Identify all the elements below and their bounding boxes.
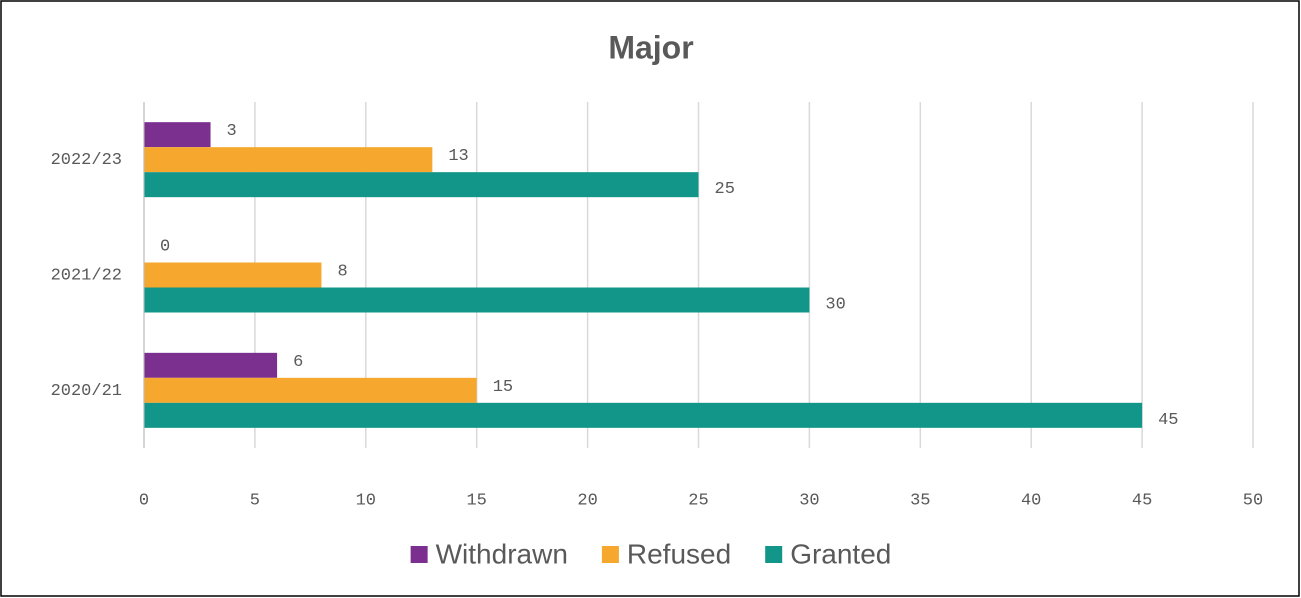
y-tick-label: 2022/23 [51, 151, 122, 170]
bar [144, 377, 477, 403]
y-tick-label: 2021/22 [51, 266, 122, 285]
chart-title: Major [608, 29, 693, 65]
data-label: 6 [293, 353, 303, 372]
data-label: 0 [160, 237, 170, 256]
legend-swatch [601, 546, 619, 563]
legend-item: Granted [765, 538, 891, 569]
data-label: 3 [227, 122, 237, 141]
x-tick-label: 20 [577, 491, 597, 510]
x-tick-label: 5 [250, 491, 260, 510]
data-label: 45 [1158, 411, 1178, 430]
y-tick-label: 2020/21 [51, 382, 122, 401]
legend-label: Granted [790, 538, 891, 569]
legend-label: Refused [627, 538, 731, 569]
data-label: 13 [448, 147, 468, 166]
data-label: 8 [337, 262, 347, 281]
legend-item: Refused [601, 538, 731, 569]
bar [144, 262, 322, 288]
bar [144, 122, 211, 148]
x-tick-label: 45 [1132, 491, 1152, 510]
x-tick-label: 10 [356, 491, 376, 510]
data-label: 15 [493, 378, 513, 397]
bar [144, 402, 1143, 428]
legend-label: Withdrawn [436, 538, 568, 569]
bar [144, 287, 810, 313]
x-tick-label: 15 [466, 491, 486, 510]
data-label: 30 [825, 295, 845, 314]
bar [144, 172, 699, 198]
x-tick-label: 0 [139, 491, 149, 510]
legend-item: Withdrawn [410, 538, 568, 569]
data-label: 25 [715, 180, 735, 199]
x-tick-label: 50 [1243, 491, 1263, 510]
x-tick-label: 40 [1021, 491, 1041, 510]
legend-swatch [410, 546, 428, 563]
bar [144, 147, 433, 173]
legend-swatch [765, 546, 783, 563]
x-tick-label: 25 [688, 491, 708, 510]
bar [144, 352, 278, 378]
x-tick-label: 35 [910, 491, 930, 510]
x-tick-label: 30 [799, 491, 819, 510]
